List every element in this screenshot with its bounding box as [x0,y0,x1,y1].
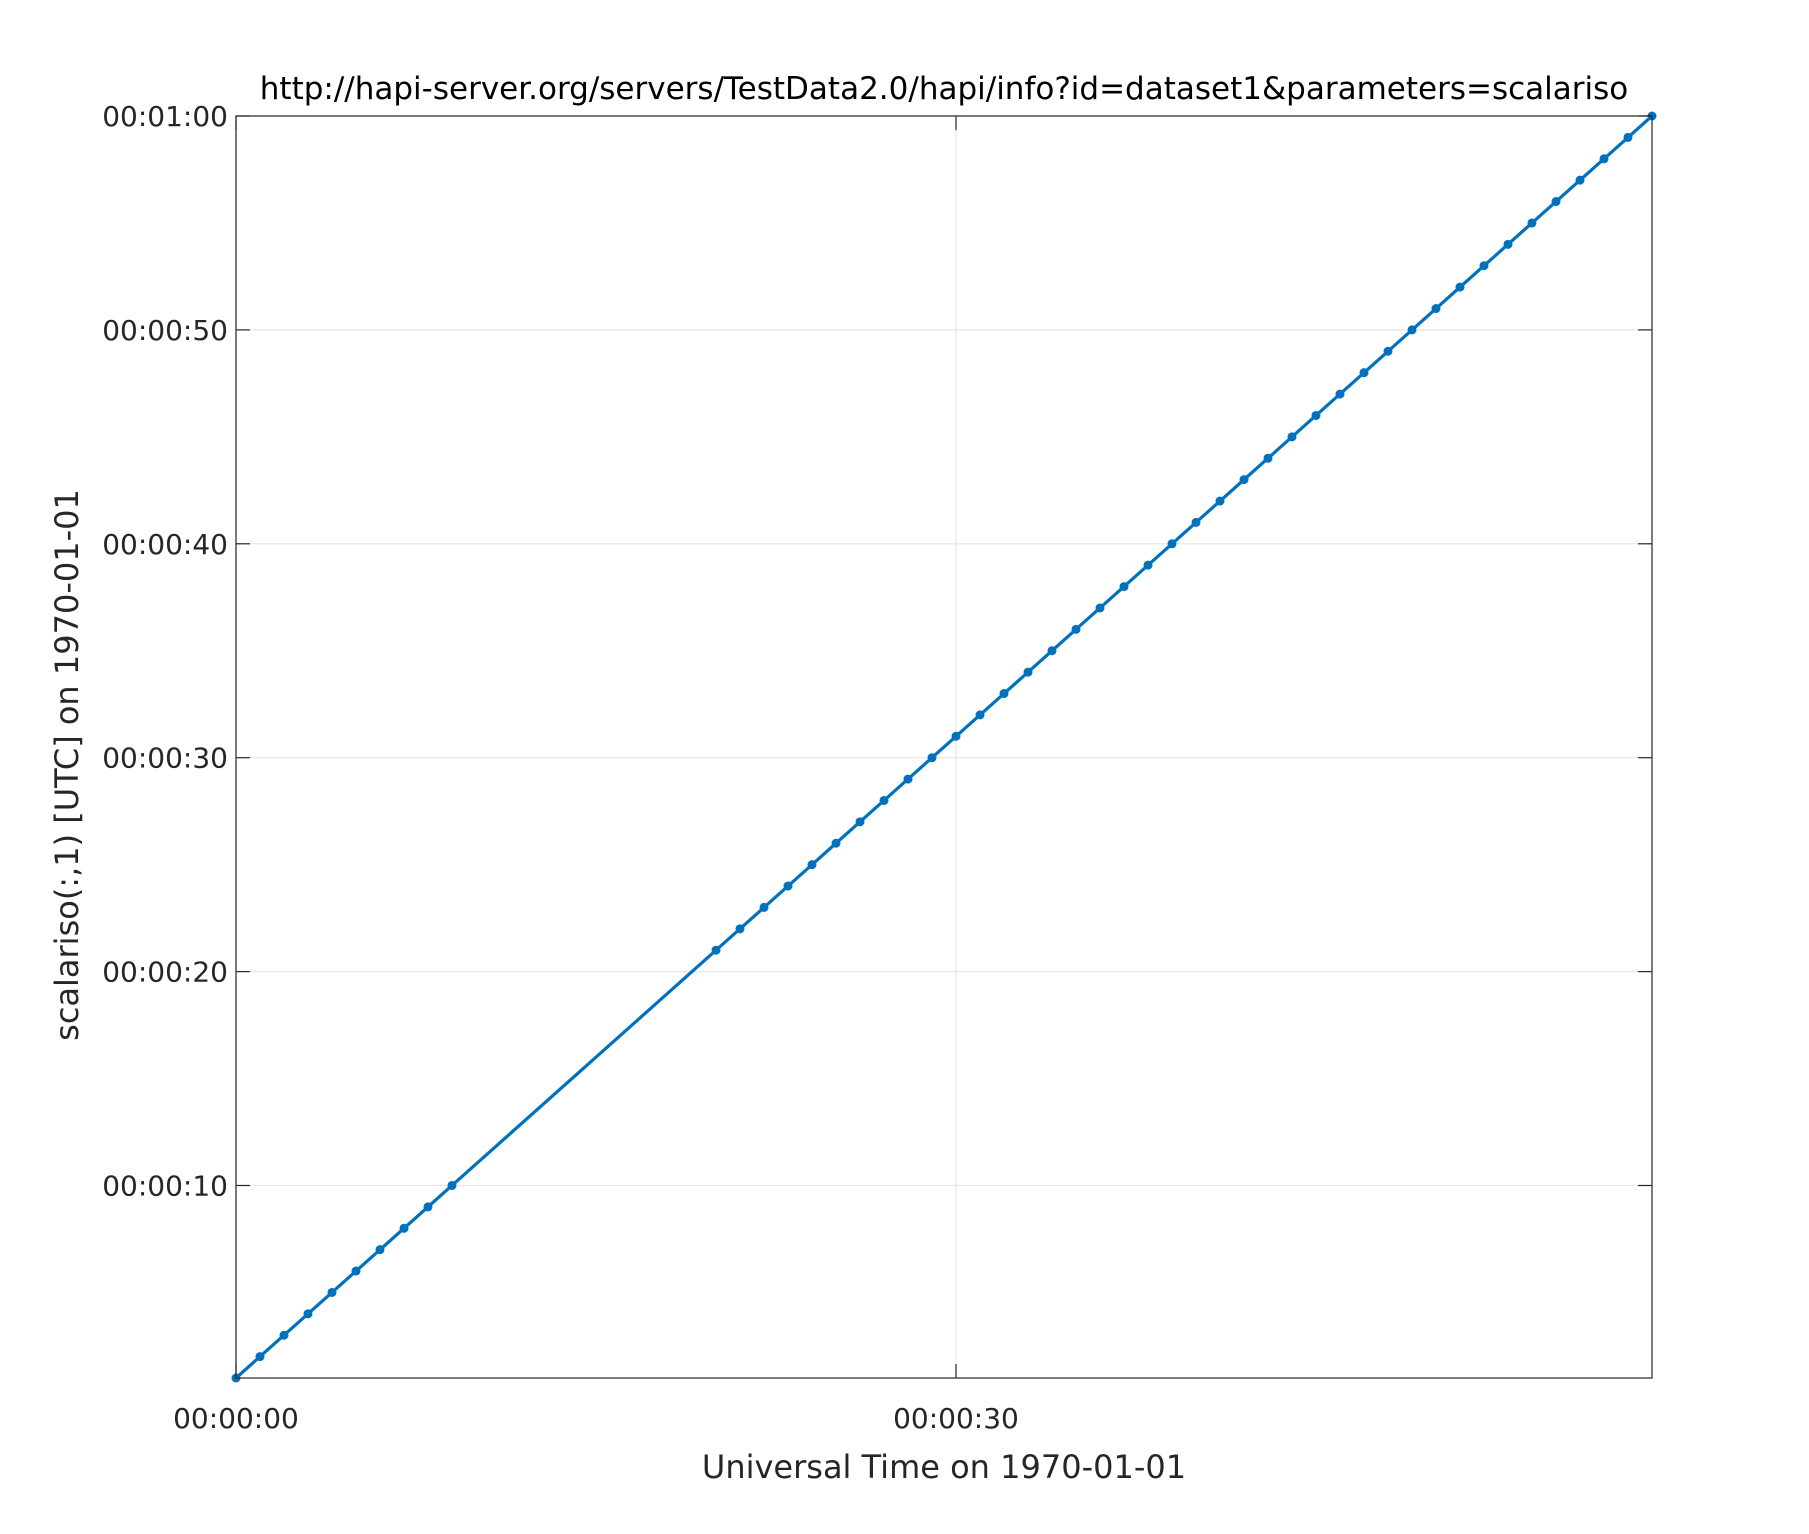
data-point [1503,239,1513,249]
data-point [927,753,937,763]
y-axis-label: scalariso(:,1) [UTC] on 1970-01-01 [48,489,86,1041]
data-point [327,1287,337,1297]
data-point [1575,175,1585,185]
chart-title: http://hapi-server.org/servers/TestData2… [260,71,1628,107]
data-point [711,945,721,955]
data-point [1263,453,1273,463]
plot-frame [235,115,1653,1379]
data-point [1239,475,1249,485]
data-point [399,1223,409,1233]
data-point [1119,582,1129,592]
data-point [1191,517,1201,527]
x-axis-label: Universal Time on 1970-01-01 [702,1448,1186,1486]
x-tick-label: 00:00:30 [893,1402,1019,1435]
data-point [1479,261,1489,271]
data-point [807,860,817,870]
data-point [447,1180,457,1190]
data-point [1407,325,1417,335]
series-layer [231,111,1657,1383]
data-point [1431,304,1441,314]
data-point [1383,346,1393,356]
data-point [279,1330,289,1340]
data-point [735,924,745,934]
data-point [1551,197,1561,207]
y-tick-label: 00:00:40 [102,528,228,561]
data-point [759,902,769,912]
data-point [1335,389,1345,399]
data-point [1167,539,1177,549]
data-point [255,1352,265,1362]
data-point [975,710,985,720]
data-point [351,1266,361,1276]
axis-ticks: 00:00:10 00:00:20 00:00:30 00:00:40 00:00:50… [102,100,1652,1435]
y-tick-label: 00:00:50 [102,314,228,347]
y-tick-label: 00:00:30 [102,742,228,775]
data-point [1455,282,1465,292]
data-point [1071,624,1081,634]
data-point [1023,667,1033,677]
data-point [879,795,889,805]
data-point [855,817,865,827]
data-point [831,838,841,848]
data-point [1143,560,1153,570]
y-tick-label: 00:01:00 [102,100,228,133]
x-tick-label: 00:00:00 [173,1402,299,1435]
data-point [999,689,1009,699]
y-tick-label: 00:00:10 [102,1169,228,1202]
data-point [1623,132,1633,142]
data-point [1095,603,1105,613]
data-point [1311,410,1321,420]
data-point [375,1245,385,1255]
data-point [1287,432,1297,442]
y-tick-label: 00:00:20 [102,956,228,989]
data-point [303,1309,313,1319]
data-point [1215,496,1225,506]
data-point [1599,154,1609,164]
data-point [1359,368,1369,378]
data-point [423,1202,433,1212]
data-point [951,731,961,741]
data-point [903,774,913,784]
series-line [234,114,1654,1380]
data-point [783,881,793,891]
data-point [1047,646,1057,656]
data-point [1527,218,1537,228]
